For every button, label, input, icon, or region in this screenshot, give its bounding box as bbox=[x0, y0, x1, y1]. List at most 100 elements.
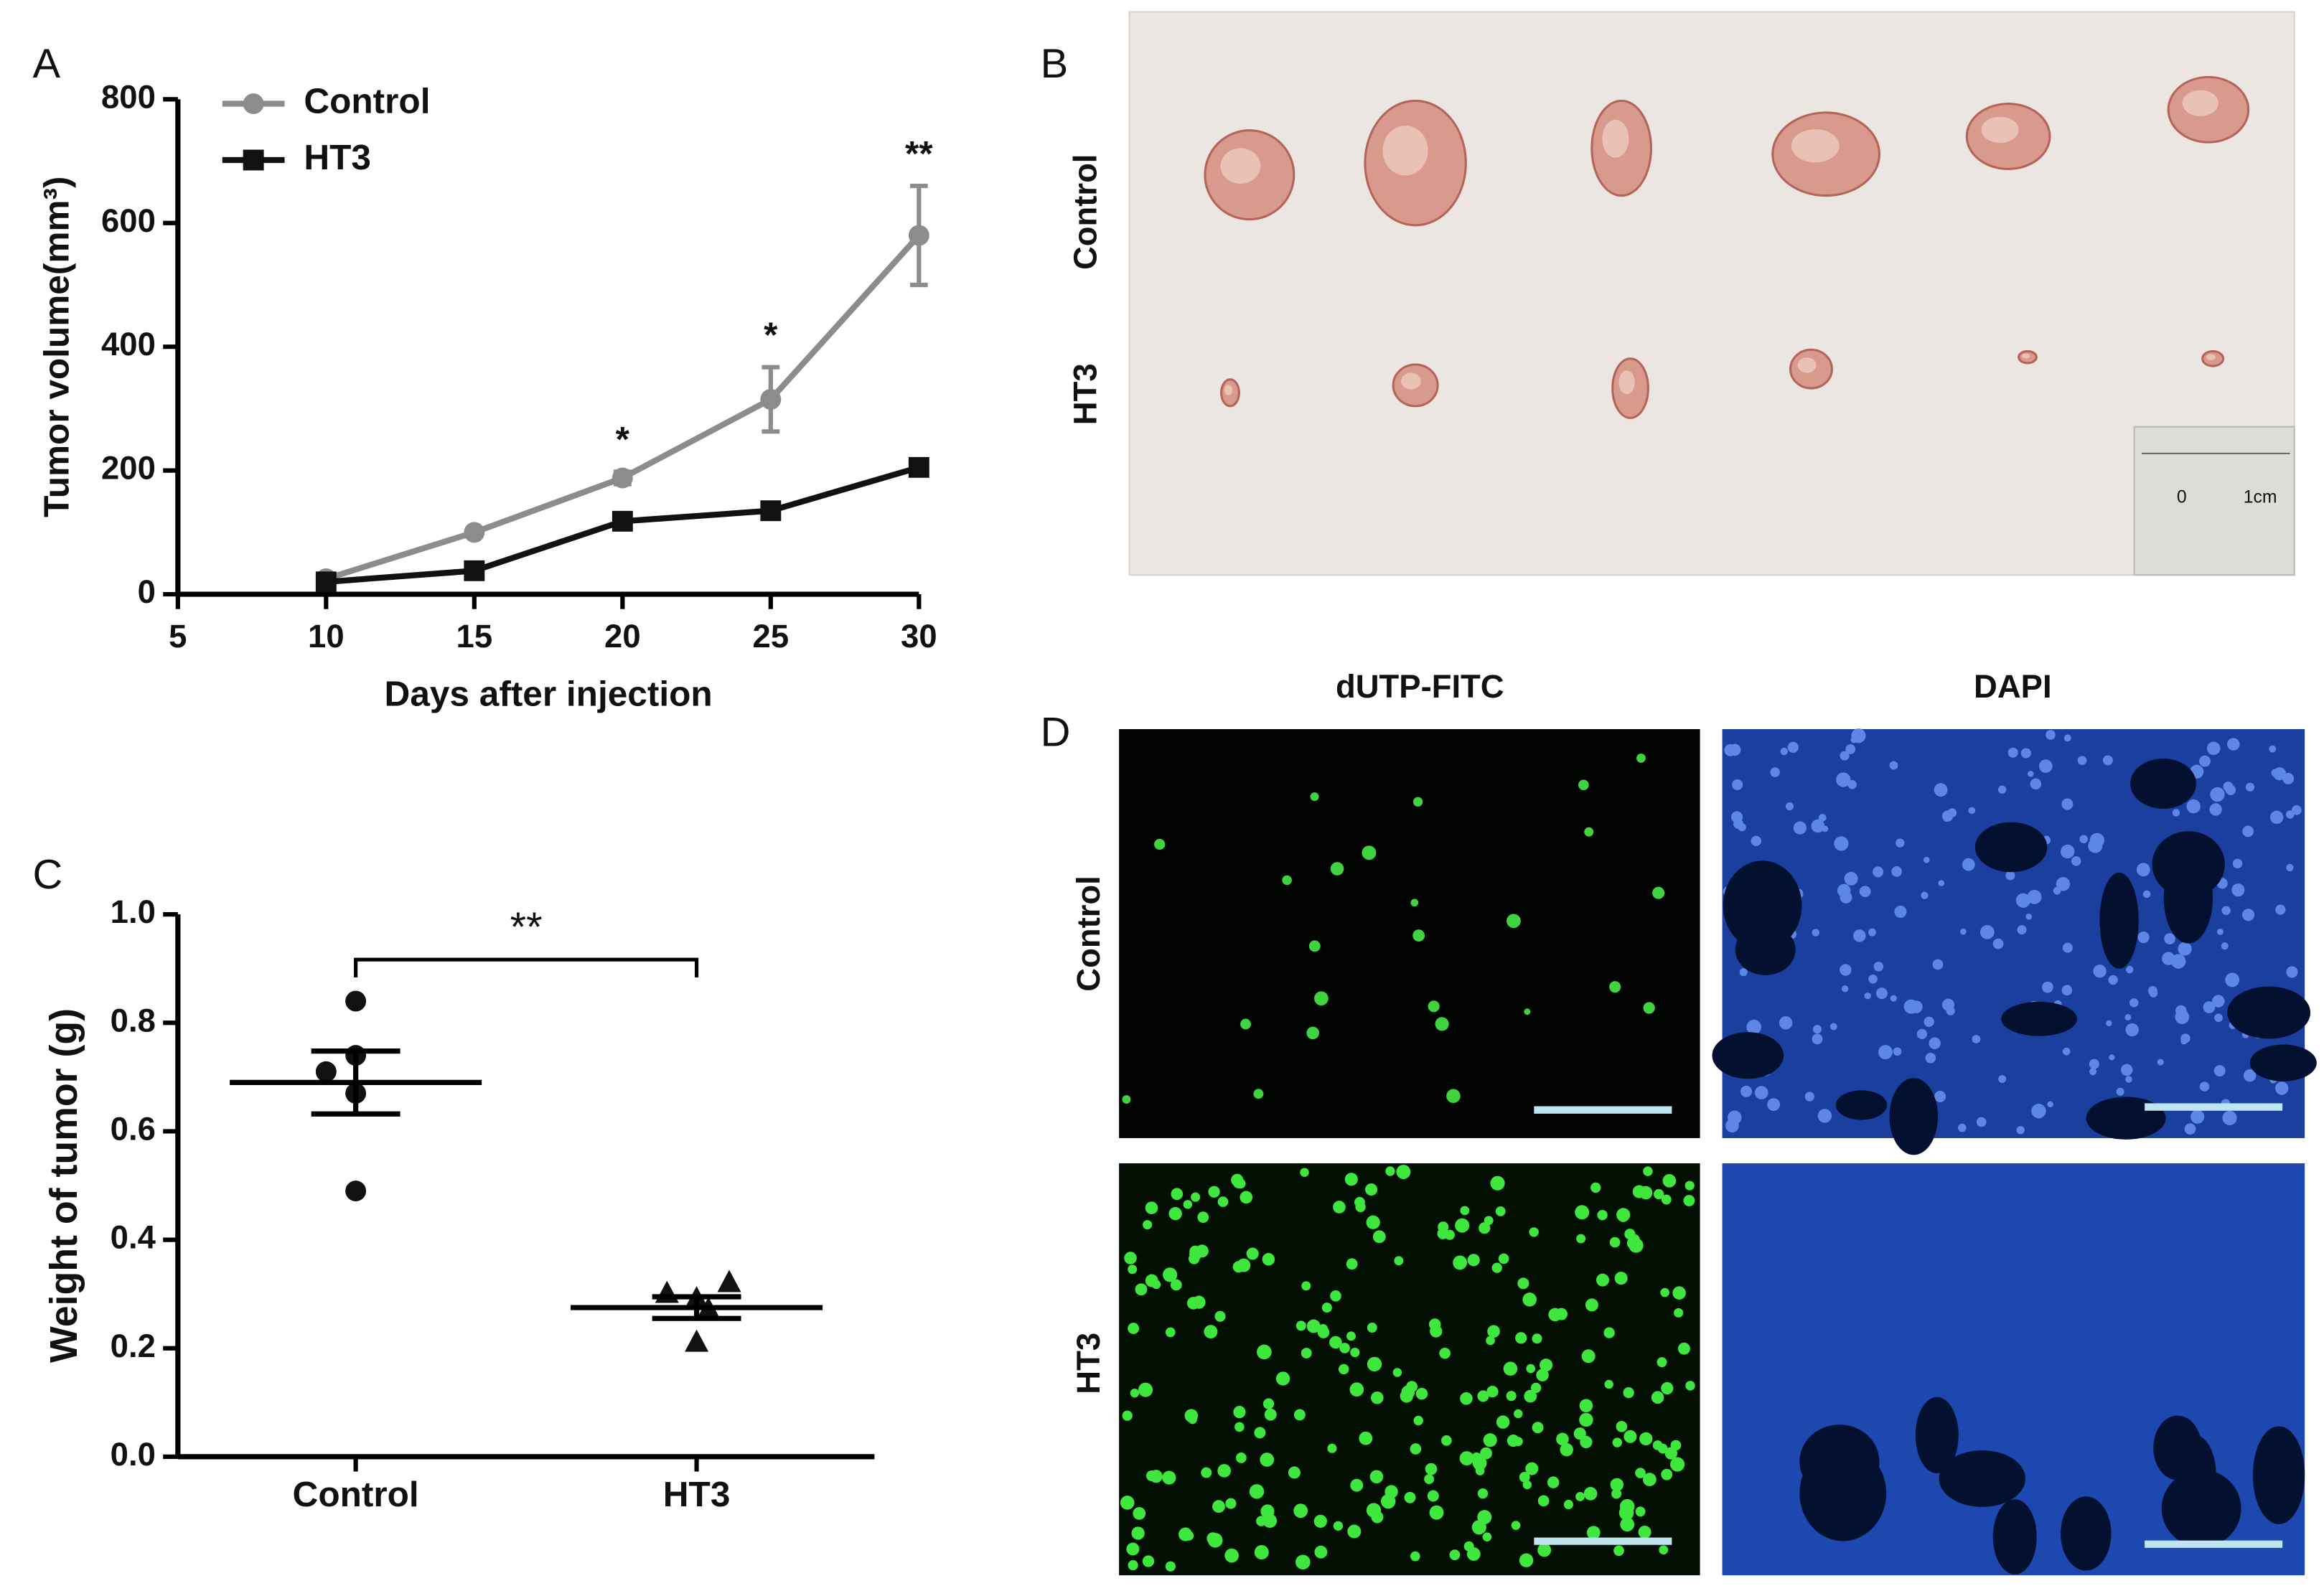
nucleus bbox=[1812, 1033, 1823, 1045]
nucleus bbox=[1738, 823, 1746, 832]
lumen bbox=[2227, 986, 2311, 1039]
column-label: DAPI bbox=[1974, 668, 2052, 705]
nucleus bbox=[2171, 954, 2186, 969]
nucleus bbox=[1834, 836, 1849, 851]
cell bbox=[1338, 1364, 1349, 1375]
nucleus bbox=[1923, 857, 1930, 863]
cell bbox=[1449, 1549, 1461, 1561]
nucleus bbox=[2241, 909, 2255, 921]
cell bbox=[1235, 1452, 1247, 1463]
nucleus bbox=[1925, 1052, 1936, 1064]
nucleus bbox=[1859, 886, 1871, 898]
cell bbox=[1410, 1551, 1420, 1562]
nucleus bbox=[1746, 1019, 1762, 1035]
cell bbox=[1346, 1331, 1356, 1341]
nucleus bbox=[2186, 799, 2201, 814]
y-tick-label: 800 bbox=[101, 78, 156, 115]
cell bbox=[1460, 1206, 1470, 1216]
cell bbox=[1412, 797, 1423, 807]
cell bbox=[1204, 1325, 1218, 1339]
cell bbox=[1584, 827, 1594, 837]
cell bbox=[1128, 1560, 1138, 1571]
cell bbox=[1310, 792, 1319, 802]
cell bbox=[1404, 1491, 1416, 1503]
cell bbox=[1486, 1385, 1499, 1398]
cell bbox=[1124, 1252, 1137, 1264]
cell bbox=[1369, 1470, 1384, 1484]
nucleus bbox=[1868, 974, 1878, 984]
nucleus bbox=[1868, 928, 1876, 937]
nucleus bbox=[1934, 783, 1948, 797]
cell bbox=[1563, 1499, 1573, 1509]
cell bbox=[1217, 1464, 1231, 1478]
nucleus bbox=[1844, 871, 1858, 886]
nucleus bbox=[1947, 808, 1957, 818]
cell bbox=[1685, 1181, 1695, 1191]
nucleus bbox=[1728, 743, 1741, 756]
cell bbox=[1197, 1211, 1209, 1224]
cell bbox=[1254, 1545, 1269, 1560]
nucleus bbox=[2063, 734, 2071, 742]
cell bbox=[1344, 1173, 1358, 1186]
lumen bbox=[1992, 1499, 2037, 1574]
cell bbox=[1412, 929, 1425, 942]
cell bbox=[1662, 1173, 1677, 1188]
nucleus bbox=[2020, 748, 2031, 759]
cell bbox=[1372, 1230, 1386, 1244]
nucleus bbox=[1845, 744, 1856, 754]
nucleus bbox=[2062, 1047, 2071, 1056]
nucleus bbox=[1812, 929, 1820, 937]
cell bbox=[1171, 1188, 1184, 1201]
nucleus bbox=[1770, 767, 1780, 777]
nucleus bbox=[2124, 1014, 2132, 1021]
marker bbox=[655, 1280, 679, 1303]
cell bbox=[1672, 1286, 1686, 1300]
cell bbox=[1575, 1205, 1590, 1220]
nucleus bbox=[1941, 998, 1955, 1011]
nucleus bbox=[2137, 931, 2150, 944]
nucleus bbox=[2269, 810, 2284, 825]
cell bbox=[1120, 1496, 1135, 1510]
nucleus bbox=[1873, 962, 1884, 972]
nucleus bbox=[1829, 1023, 1837, 1031]
cell bbox=[1525, 1462, 1539, 1475]
significance-bracket bbox=[354, 957, 699, 978]
x-tick-label: 20 bbox=[604, 618, 641, 654]
cell bbox=[1683, 1195, 1695, 1206]
nucleus bbox=[2275, 904, 2286, 915]
nucleus bbox=[1896, 838, 1905, 848]
marker bbox=[908, 456, 929, 478]
nucleus bbox=[2213, 1065, 2226, 1077]
cell bbox=[1145, 1201, 1158, 1214]
cell bbox=[1301, 1348, 1312, 1358]
x-tick-label: 15 bbox=[456, 618, 493, 654]
tumor-highlight bbox=[1791, 129, 1840, 163]
tumor-highlight bbox=[1981, 116, 2019, 144]
cell bbox=[1643, 1166, 1653, 1176]
cell bbox=[1128, 1323, 1140, 1334]
nucleus bbox=[2245, 782, 2255, 792]
cell bbox=[1333, 1201, 1346, 1214]
nucleus bbox=[2232, 858, 2243, 869]
nucleus bbox=[2282, 773, 2295, 784]
lumen bbox=[2001, 1001, 2078, 1036]
lumen bbox=[1723, 860, 1802, 951]
nucleus bbox=[1812, 1025, 1822, 1034]
nucleus bbox=[2222, 1110, 2237, 1125]
lumen bbox=[1974, 822, 2048, 873]
cell bbox=[1425, 1463, 1438, 1475]
cell bbox=[1240, 1191, 1253, 1204]
nucleus bbox=[2199, 755, 2211, 767]
marker bbox=[315, 571, 337, 593]
cell bbox=[1524, 1389, 1537, 1403]
cell bbox=[1495, 1206, 1506, 1216]
sem-bar bbox=[311, 1048, 400, 1117]
nucleus bbox=[2221, 906, 2231, 916]
cell bbox=[1590, 1182, 1601, 1193]
tumor-photo bbox=[1128, 11, 2295, 576]
cell bbox=[1483, 1433, 1497, 1447]
nucleus bbox=[1938, 880, 1945, 886]
nucleus bbox=[2047, 1101, 2053, 1107]
cell bbox=[1165, 1327, 1176, 1338]
